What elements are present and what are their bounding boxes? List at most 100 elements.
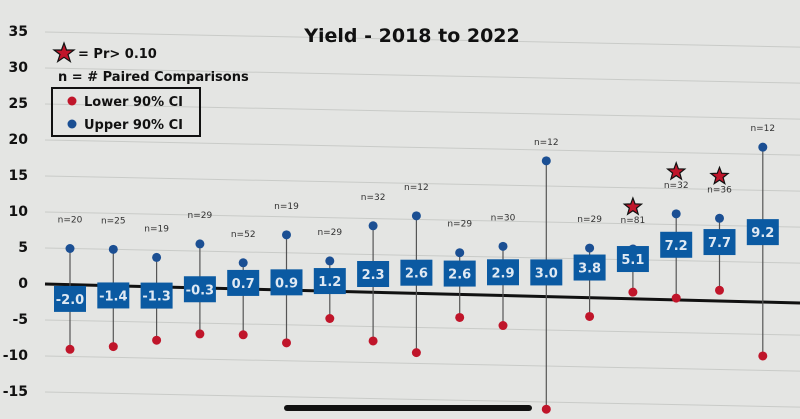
estimate-label: -1.3 [142,290,170,305]
n-label: n=29 [447,220,472,230]
legend: = Pr> 0.10 n = # Paired Comparisons Lowe… [51,41,249,137]
data-point-group: 2.6 n=29 [443,220,476,322]
estimate-box [660,231,693,258]
data-point-group: 2.6 n=12 [400,183,433,358]
star-icon [52,41,76,63]
gridline [44,247,800,264]
data-point-group: 7.2 n=32 [660,161,693,303]
legend-lower-label: Lower 90% CI [84,95,183,110]
data-point-group: 0.9 n=19 [270,202,303,348]
y-tick-label: -10 [3,348,29,364]
estimate-label: 1.2 [318,275,341,290]
gridline [44,31,800,48]
lower-ci-point [282,338,291,348]
y-tick-label: 30 [9,60,29,76]
n-label: n=32 [664,181,689,191]
upper-ci-point [715,213,724,223]
data-point-group: -1.3 n=19 [140,224,173,345]
estimate-box [400,259,433,286]
data-point-group: 2.3 n=32 [357,193,390,346]
estimate-box [54,285,86,312]
significance-star-icon [622,196,644,216]
estimate-box [487,259,519,286]
upper-ci-point [325,256,335,266]
estimate-label: 2.3 [362,268,385,283]
estimate-box [530,259,563,286]
lower-ci-point [758,351,768,361]
y-tick-label: -15 [3,384,28,400]
estimate-box [140,282,173,309]
estimate-box [227,269,260,296]
y-tick-label: 5 [18,240,28,256]
lower-ci-point [325,313,335,323]
estimate-label: -0.3 [186,283,214,298]
y-axis-ticks: 35 30 25 20 15 10 5 0 -5 -10 -15 [3,24,29,400]
estimate-label: 3.8 [578,262,601,277]
upper-ci-point [585,243,595,253]
upper-ci-marker-icon [67,119,77,129]
estimate-box [313,268,346,295]
gridline [44,391,800,408]
n-label: n=52 [231,230,256,240]
estimate-label: 7.7 [708,236,731,251]
data-point-group: 5.1 n=81 [616,196,649,297]
n-label: n=25 [101,216,126,226]
chart-marks: -2.0n=20-1.4n=25-1.3n=19-0.3n=290.7n=520… [54,124,779,414]
home-indicator [284,405,532,411]
upper-ci-point [282,230,291,240]
lower-ci-marker-icon [67,96,77,106]
upper-ci-point [758,142,768,152]
lower-ci-point [195,329,205,339]
lower-ci-point [585,311,595,321]
n-label: n=30 [491,213,516,223]
n-label: n=12 [750,124,775,134]
n-label: n=29 [317,228,342,238]
y-tick-label: 35 [9,24,28,40]
upper-ci-point [498,241,508,251]
upper-ci-point [541,156,551,166]
upper-ci-point [108,244,118,254]
gridline [44,103,800,120]
estimate-box [616,246,649,273]
estimate-label: 2.9 [491,266,514,281]
n-label: n=12 [534,138,559,148]
lower-ci-point [628,287,638,297]
estimate-label: -2.0 [56,293,84,308]
estimate-label: 0.9 [275,276,298,291]
estimate-label: 0.7 [232,277,255,292]
data-point-group: 2.9 n=30 [487,213,519,331]
estimate-box [357,261,390,288]
data-point-group: 3.0 n=12 [530,138,563,414]
gridline [44,319,800,336]
data-point-group: 7.7 n=36 [703,165,736,295]
estimate-box [97,282,130,309]
upper-ci-point [368,221,378,231]
lower-ci-point [455,312,465,322]
y-tick-label: -5 [12,312,28,328]
lower-ci-point [368,336,378,346]
legend-box [51,87,201,137]
gridline [44,67,800,84]
chart-title: Yield - 2018 to 2022 [303,25,520,47]
upper-ci-point [195,239,205,249]
data-point-group: 3.8 n=29 [573,215,606,321]
lower-ci-point [65,344,75,354]
n-label: n=29 [577,215,602,225]
upper-ci-point [455,248,465,258]
estimate-label: -1.4 [99,289,127,304]
estimate-box [573,254,606,281]
y-tick-label: 20 [9,132,29,148]
estimate-label: 2.6 [448,268,471,283]
upper-ci-point [671,209,681,219]
estimate-box [443,260,476,287]
lower-ci-point [671,293,681,303]
estimate-label: 9.2 [751,226,774,241]
upper-ci-point [152,252,162,262]
y-tick-label: 25 [9,96,28,112]
n-label: n=32 [361,193,386,203]
data-point-group: -1.4 n=25 [97,216,130,352]
n-label: n=36 [707,185,732,195]
lower-ci-point [152,335,162,345]
lower-ci-point [108,342,118,352]
